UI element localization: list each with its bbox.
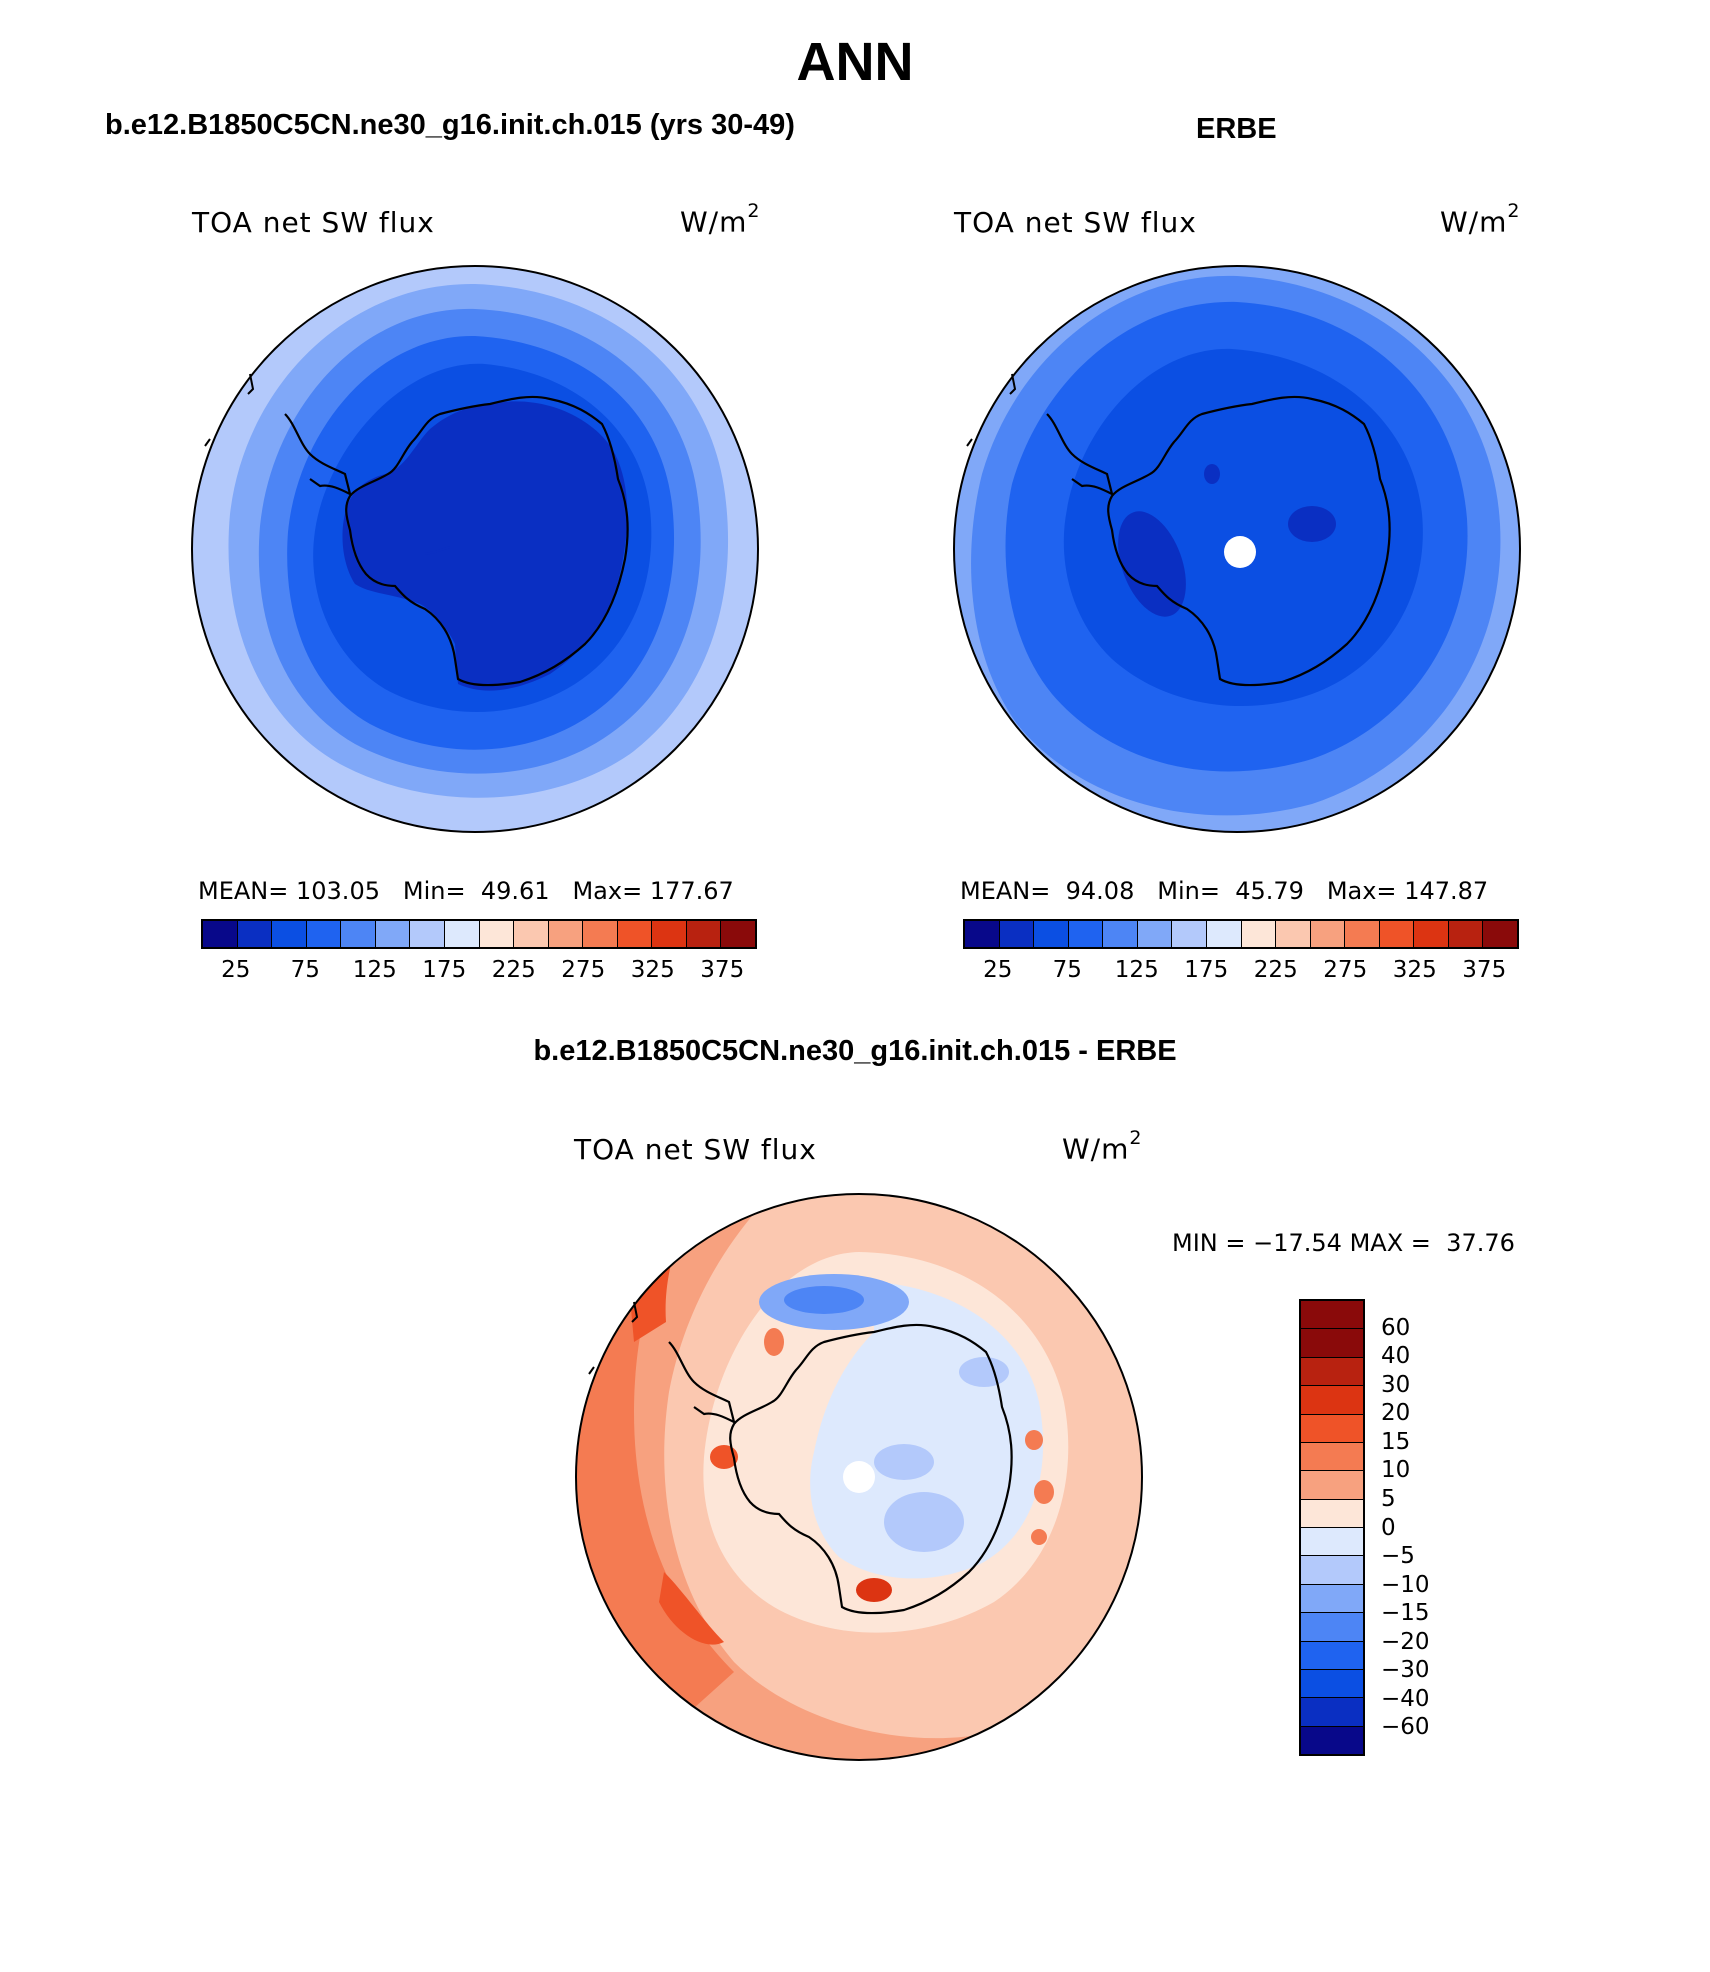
colorbar-tick-label: 225 [1253, 957, 1298, 983]
colorbar-tick-label: −5 [1381, 1543, 1415, 1570]
colorbar-swatch [1301, 1584, 1363, 1614]
colorbar-swatch [237, 921, 273, 947]
colorbar-swatch [965, 921, 1000, 947]
colorbar-swatch [1301, 1613, 1363, 1642]
colorbar-swatch [1276, 921, 1311, 947]
colorbar-swatch [652, 921, 687, 947]
obs-variable-label: TOA net SW flux [954, 206, 1197, 239]
colorbar-swatch [686, 921, 722, 947]
colorbar-swatch [1301, 1471, 1363, 1500]
colorbar-swatch [1034, 921, 1069, 947]
colorbar-tick-label: 25 [221, 957, 251, 983]
colorbar-swatch [479, 921, 515, 947]
colorbar-tick-label: 5 [1381, 1485, 1396, 1512]
colorbar-tick-label: 75 [1052, 957, 1082, 983]
obs-stats: MEAN= 94.08 Min= 45.79 Max= 147.87 [960, 877, 1489, 905]
colorbar-tick-label: 60 [1381, 1314, 1411, 1341]
model-colorbar [201, 919, 757, 949]
colorbar-swatch [1448, 921, 1484, 947]
obs-panel-title: ERBE [1196, 113, 1277, 145]
colorbar-tick-label: −40 [1381, 1685, 1430, 1712]
colorbar-tick-label: 375 [700, 957, 745, 983]
diff-colorbar [1299, 1299, 1365, 1756]
diff-polar-map [575, 1193, 1143, 1761]
model-polar-map [191, 265, 759, 833]
colorbar-swatch [1301, 1556, 1363, 1585]
colorbar-swatch [1103, 921, 1138, 947]
colorbar-swatch [375, 921, 411, 947]
colorbar-swatch [1301, 1698, 1363, 1727]
colorbar-swatch [1068, 921, 1104, 947]
colorbar-swatch [583, 921, 618, 947]
colorbar-tick-label: −60 [1381, 1714, 1430, 1741]
colorbar-tick-label: 40 [1381, 1343, 1411, 1370]
colorbar-swatch [514, 921, 549, 947]
diff-variable-label: TOA net SW flux [574, 1133, 817, 1166]
colorbar-swatch [1301, 1386, 1363, 1415]
colorbar-tick-label: 125 [1114, 957, 1159, 983]
colorbar-swatch [1301, 1669, 1363, 1699]
colorbar-tick-label: 275 [1323, 957, 1368, 983]
colorbar-swatch [1379, 921, 1415, 947]
colorbar-tick-label: 0 [1381, 1514, 1396, 1541]
obs-units-label: W/m2 [1440, 200, 1521, 239]
obs-colorbar [963, 919, 1519, 949]
colorbar-swatch [1241, 921, 1277, 947]
colorbar-tick-label: 20 [1381, 1400, 1411, 1427]
colorbar-swatch [1301, 1357, 1363, 1387]
colorbar-swatch [1301, 1329, 1363, 1358]
colorbar-swatch [1483, 921, 1517, 947]
model-panel-title: b.e12.B1850C5CN.ne30_g16.init.ch.015 (yr… [105, 109, 795, 141]
colorbar-swatch [1301, 1726, 1363, 1754]
colorbar-swatch [721, 921, 755, 947]
colorbar-swatch [1206, 921, 1242, 947]
colorbar-swatch [1301, 1442, 1363, 1472]
colorbar-swatch [410, 921, 445, 947]
colorbar-swatch [548, 921, 584, 947]
colorbar-tick-label: 125 [352, 957, 397, 983]
colorbar-swatch [999, 921, 1035, 947]
colorbar-swatch [341, 921, 376, 947]
colorbar-swatch [1137, 921, 1173, 947]
diff-units-label: W/m2 [1062, 1127, 1143, 1166]
colorbar-tick-label: 25 [983, 957, 1013, 983]
colorbar-tick-label: 325 [630, 957, 675, 983]
colorbar-swatch [617, 921, 653, 947]
colorbar-tick-label: 325 [1392, 957, 1437, 983]
colorbar-swatch [1301, 1414, 1363, 1443]
colorbar-swatch [1414, 921, 1449, 947]
model-stats: MEAN= 103.05 Min= 49.61 Max= 177.67 [198, 877, 734, 905]
colorbar-swatch [1301, 1301, 1363, 1330]
colorbar-swatch [1172, 921, 1207, 947]
colorbar-tick-label: 275 [561, 957, 606, 983]
model-variable-label: TOA net SW flux [192, 206, 435, 239]
colorbar-swatch [444, 921, 480, 947]
figure-title: ANN [796, 32, 914, 92]
colorbar-tick-label: 30 [1381, 1371, 1411, 1398]
colorbar-tick-label: −10 [1381, 1571, 1430, 1598]
colorbar-tick-label: 375 [1462, 957, 1507, 983]
colorbar-swatch [1345, 921, 1380, 947]
colorbar-tick-label: 225 [491, 957, 536, 983]
colorbar-tick-label: 75 [290, 957, 320, 983]
colorbar-swatch [1301, 1641, 1363, 1670]
colorbar-swatch [272, 921, 307, 947]
obs-polar-map [953, 265, 1521, 833]
colorbar-swatch [1301, 1528, 1363, 1557]
colorbar-tick-label: 175 [422, 957, 467, 983]
colorbar-tick-label: 10 [1381, 1457, 1411, 1484]
colorbar-swatch [1310, 921, 1346, 947]
colorbar-tick-label: 15 [1381, 1428, 1411, 1455]
model-units-label: W/m2 [680, 200, 761, 239]
diff-stats: MIN = −17.54 MAX = 37.76 [1172, 1229, 1515, 1257]
diff-panel-title: b.e12.B1850C5CN.ne30_g16.init.ch.015 - E… [533, 1035, 1177, 1067]
diff-colorbar-ticks: 60 40 30 20 15 10 5 0 −5 −10 −15 −20 −30 −40 −60 [1381, 1299, 1481, 1756]
colorbar-tick-label: 175 [1184, 957, 1229, 983]
colorbar-tick-label: −20 [1381, 1628, 1430, 1655]
colorbar-swatch [1301, 1499, 1363, 1528]
colorbar-tick-label: −30 [1381, 1657, 1430, 1684]
colorbar-tick-label: −15 [1381, 1600, 1430, 1627]
colorbar-swatch [203, 921, 238, 947]
colorbar-swatch [306, 921, 342, 947]
